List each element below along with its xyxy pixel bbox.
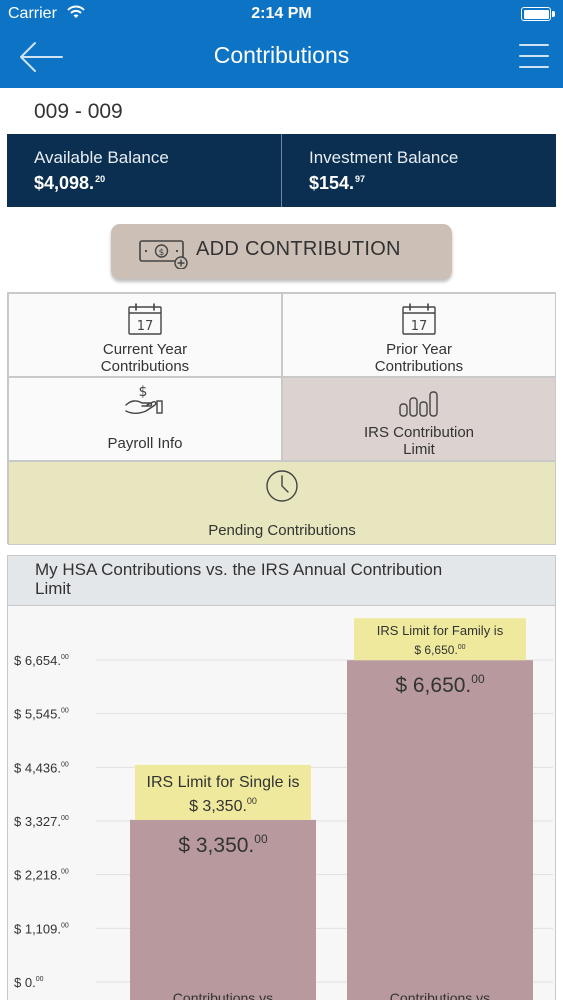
tile-irs-contribution-limit[interactable]: IRS Contribution Limit: [282, 377, 556, 461]
y-tick-label: $ 0.00: [14, 975, 44, 990]
limit-tag-line2: $ 3,350.00: [189, 796, 257, 815]
limit-tag: [354, 618, 526, 661]
y-tick-label: $ 5,545.00: [14, 707, 69, 722]
y-tick-label: $ 1,109.00: [14, 921, 69, 936]
tile-prior-year-contributions[interactable]: 17 Prior Year Contributions: [282, 293, 556, 377]
calendar-icon-text: 17: [137, 319, 154, 334]
nav-bar: Contributions: [0, 28, 563, 88]
chart-title: My HSA Contributions vs. the IRS Annual …: [35, 560, 443, 598]
add-money-icon: $: [139, 240, 188, 269]
balances-panel: Available Balance $4,098.20 Investment B…: [7, 134, 556, 207]
bar: [347, 660, 533, 1000]
limit-tag: [135, 764, 311, 820]
calendar-icon: 17: [402, 303, 436, 335]
tile-current-year-contributions[interactable]: 17 Current Year Contributions: [8, 293, 282, 377]
contributions-bar-chart: $ 0.00 $ 1,109.00 $ 2,218.00 $ 3,327.00 $ 4,…: [14, 618, 553, 1000]
tile-prior-year-line2: Contributions: [374, 358, 464, 375]
investment-balance-cents: 97: [355, 174, 366, 184]
add-contribution-label: ADD CONTRIBUTION: [196, 238, 401, 260]
back-arrow-icon[interactable]: [18, 40, 64, 74]
calendar-icon: 17: [128, 303, 162, 335]
svg-text:$: $: [159, 248, 165, 258]
limit-tag-line2: $ 6,650.00: [414, 643, 465, 657]
y-tick-label: $ 2,218.00: [14, 868, 69, 883]
available-balance-value: $4,098.20: [34, 173, 106, 193]
carrier-label: Carrier: [8, 5, 57, 22]
page-title: Contributions: [213, 42, 350, 68]
tile-current-year-line1: Current Year: [102, 341, 188, 358]
y-tick-label: $ 4,436.00: [14, 760, 69, 775]
tile-payroll-info[interactable]: $ Payroll Info: [8, 377, 282, 461]
clock: 2:14 PM: [251, 5, 312, 22]
bar-value-label: $ 6,650.00: [395, 672, 485, 697]
chart-panel: My HSA Contributions vs. the IRS Annual …: [7, 555, 556, 1000]
battery-icon: [521, 7, 555, 21]
calendar-icon-text: 17: [411, 319, 428, 334]
chart-header: My HSA Contributions vs. the IRS Annual …: [8, 556, 555, 606]
investment-balance: Investment Balance $154.97: [282, 134, 556, 207]
investment-balance-label: Investment Balance: [309, 148, 459, 167]
status-bar: Carrier 2:14 PM: [0, 0, 563, 28]
tile-current-year-line2: Contributions: [100, 358, 190, 375]
category-label: Contributions vs: [390, 990, 490, 1000]
tile-payroll-info-label: Payroll Info: [107, 435, 183, 452]
tile-prior-year-line1: Prior Year: [386, 341, 452, 358]
y-tick-label: $ 6,654.00: [14, 653, 69, 668]
available-balance: Available Balance $4,098.20: [7, 134, 282, 207]
add-contribution-button[interactable]: $ ADD CONTRIBUTION: [111, 224, 452, 279]
bar: [130, 819, 316, 1000]
tile-pending-contributions[interactable]: Pending Contributions: [8, 461, 556, 545]
wifi-icon: [67, 5, 85, 18]
y-tick-label: $ 3,327.00: [14, 814, 69, 829]
tile-irs-limit-line1: IRS Contribution: [363, 424, 475, 441]
hand-money-icon: $: [125, 384, 163, 414]
svg-text:$: $: [139, 384, 148, 400]
hamburger-menu-icon[interactable]: [519, 42, 549, 70]
tile-irs-limit-line2: Limit: [403, 441, 435, 458]
tile-pending-contributions-label: Pending Contributions: [208, 522, 356, 539]
limit-tag-line1: IRS Limit for Family is: [377, 623, 504, 638]
available-balance-cents: 20: [95, 174, 106, 184]
contribution-menu-grid: 17 Current Year Contributions 17 Prior Y…: [7, 292, 556, 545]
clock-icon: [266, 470, 298, 502]
investment-balance-value: $154.97: [309, 173, 366, 193]
limit-tag-line1: IRS Limit for Single is: [147, 774, 300, 791]
category-label: Contributions vs: [173, 990, 273, 1000]
account-id: 009 - 009: [34, 100, 123, 123]
available-balance-label: Available Balance: [34, 148, 169, 167]
bar-chart-icon: [399, 391, 438, 417]
bar-value-label: $ 3,350.00: [178, 832, 268, 857]
